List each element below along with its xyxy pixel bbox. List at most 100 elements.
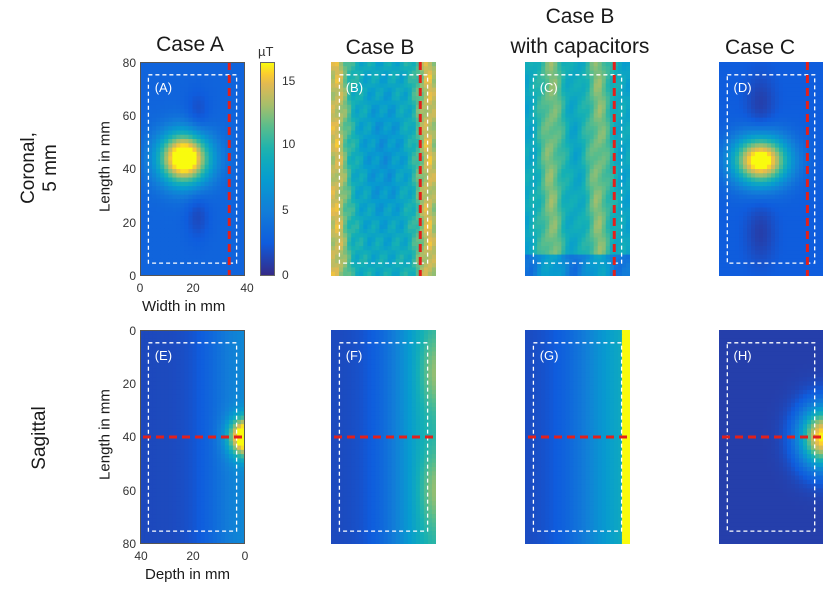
heatmap-cell bbox=[335, 96, 340, 102]
heatmap-cell bbox=[597, 164, 603, 170]
heatmap-cell bbox=[371, 74, 377, 80]
heatmap-panel-b: (B) bbox=[331, 62, 436, 276]
heatmap-cell bbox=[232, 233, 238, 239]
heatmap-cell bbox=[144, 87, 149, 93]
heatmap-cell bbox=[236, 250, 242, 256]
heatmap-cell bbox=[387, 216, 393, 221]
heatmap-cell bbox=[799, 126, 804, 132]
heatmap-cell bbox=[411, 62, 417, 67]
heatmap-cell bbox=[331, 70, 336, 76]
heatmap-cell bbox=[399, 147, 405, 153]
heatmap-cell bbox=[176, 254, 181, 260]
heatmap-cell bbox=[581, 130, 587, 136]
heatmap-cell bbox=[192, 134, 198, 140]
heatmap-cell bbox=[609, 139, 615, 144]
heatmap-cell bbox=[617, 271, 623, 276]
heatmap-cell bbox=[767, 177, 772, 183]
heatmap-cell bbox=[172, 241, 177, 247]
heatmap-cell bbox=[355, 62, 360, 67]
heatmap-cell bbox=[407, 70, 413, 76]
heatmap-cell bbox=[220, 70, 226, 76]
heatmap-cell bbox=[561, 79, 566, 84]
heatmap-cell bbox=[200, 220, 206, 226]
heatmap-cell bbox=[164, 216, 169, 221]
heatmap-cell bbox=[144, 186, 149, 191]
heatmap-cell bbox=[759, 121, 764, 127]
heatmap-cell bbox=[228, 194, 234, 200]
heatmap-cell bbox=[775, 198, 780, 204]
heatmap-cell bbox=[569, 160, 575, 166]
heatmap-cell bbox=[180, 194, 186, 200]
heatmap-cell bbox=[569, 190, 575, 196]
heatmap-cell bbox=[795, 181, 800, 187]
heatmap-cell bbox=[787, 224, 792, 230]
heatmap-cell bbox=[379, 198, 385, 204]
heatmap-cell bbox=[347, 74, 352, 80]
heatmap-cell bbox=[779, 104, 784, 110]
heatmap-cell bbox=[220, 211, 226, 217]
heatmap-cell bbox=[581, 194, 587, 200]
heatmap-cell bbox=[585, 169, 591, 174]
heatmap-cell bbox=[156, 126, 161, 132]
heatmap-cell bbox=[387, 83, 393, 89]
heatmap-cell bbox=[811, 164, 816, 170]
heatmap-cell bbox=[427, 254, 433, 260]
heatmap-cell bbox=[779, 130, 784, 136]
heatmap-cell bbox=[351, 126, 356, 132]
heatmap-cell bbox=[573, 246, 579, 251]
heatmap-cell bbox=[589, 241, 595, 247]
heatmap-cell bbox=[593, 207, 599, 213]
heatmap-cell bbox=[819, 228, 823, 234]
heatmap-cell bbox=[387, 130, 393, 136]
heatmap-cell bbox=[767, 160, 772, 166]
heatmap-cell bbox=[232, 74, 238, 80]
heatmap-cell bbox=[787, 220, 792, 226]
heatmap-cell bbox=[727, 216, 732, 221]
heatmap-cell bbox=[387, 211, 393, 217]
heatmap-cell bbox=[371, 203, 377, 209]
heatmap-cell bbox=[228, 156, 234, 162]
heatmap-cell bbox=[391, 254, 397, 260]
heatmap-cell bbox=[164, 250, 169, 256]
heatmap-cell bbox=[545, 190, 550, 196]
heatmap-cell bbox=[351, 164, 356, 170]
heatmap-cell bbox=[387, 62, 393, 67]
heatmap-cell bbox=[549, 126, 554, 132]
heatmap-cell bbox=[379, 267, 385, 273]
heatmap-cell bbox=[399, 207, 405, 213]
heatmap-cell bbox=[553, 104, 558, 110]
heatmap-cell bbox=[228, 246, 234, 251]
heatmap-cell bbox=[811, 96, 816, 102]
heatmap-cell bbox=[533, 156, 538, 162]
heatmap-cell bbox=[415, 130, 421, 136]
heatmap-cell bbox=[379, 258, 385, 264]
heatmap-cell bbox=[541, 130, 546, 136]
heatmap-cell bbox=[597, 228, 603, 234]
heatmap-cell bbox=[383, 164, 389, 170]
heatmap-cell bbox=[545, 241, 550, 247]
heatmap-cell bbox=[383, 169, 389, 174]
heatmap-cell bbox=[212, 100, 218, 106]
heatmap-cell bbox=[220, 203, 226, 209]
heatmap-cell bbox=[192, 87, 198, 93]
heatmap-cell bbox=[232, 164, 238, 170]
heatmap-cell bbox=[208, 147, 214, 153]
heatmap-cell bbox=[148, 233, 153, 239]
heatmap-cell bbox=[561, 237, 566, 243]
heatmap-cell bbox=[176, 241, 181, 247]
heatmap-cell bbox=[419, 100, 425, 106]
heatmap-cell bbox=[617, 104, 623, 110]
heatmap-cell bbox=[431, 173, 436, 179]
heatmap-cell bbox=[152, 121, 157, 127]
heatmap-cell bbox=[407, 194, 413, 200]
heatmap-cell bbox=[557, 62, 562, 67]
heatmap-cell bbox=[343, 79, 348, 84]
heatmap-cell bbox=[208, 74, 214, 80]
heatmap-cell bbox=[763, 207, 768, 213]
heatmap-cell bbox=[597, 190, 603, 196]
heatmap-cell bbox=[811, 173, 816, 179]
heatmap-cell bbox=[212, 246, 218, 251]
heatmap-cell bbox=[335, 224, 340, 230]
heatmap-cell bbox=[184, 66, 190, 72]
heatmap-cell bbox=[759, 134, 764, 140]
